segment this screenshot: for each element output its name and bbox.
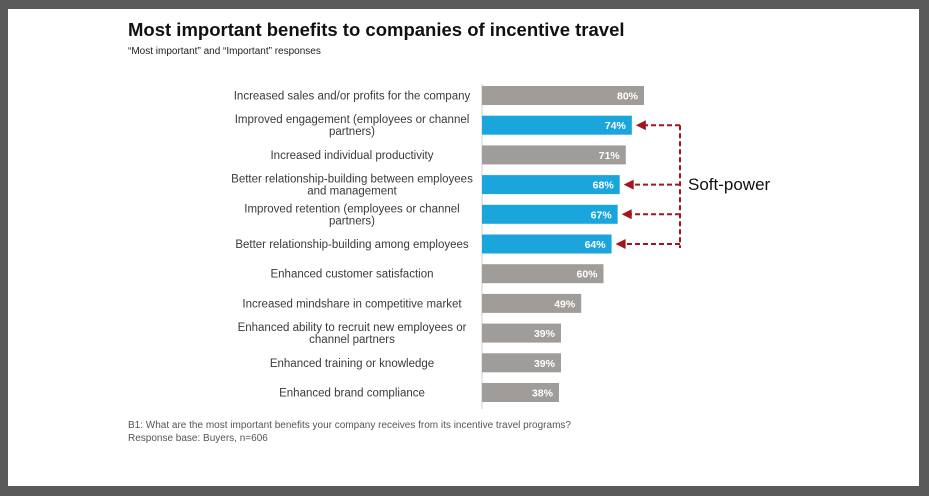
arrow-head-4 [615, 239, 626, 249]
chart-title: Most important benefits to companies of … [128, 19, 625, 40]
bar-5 [482, 204, 618, 224]
arrow-head-3 [621, 209, 632, 220]
bar-value-label-7: 60% [576, 269, 598, 281]
category-label-1: Increased sales and/or profits for the c… [234, 91, 471, 103]
arrow-head-1 [635, 120, 646, 131]
bar-3 [482, 145, 626, 165]
category-label-7: Enhanced customer satisfaction [270, 269, 433, 281]
bar-10 [482, 353, 561, 373]
bar-1 [482, 86, 644, 105]
category-labels-group: Increased sales and/or profits for the c… [231, 91, 473, 400]
category-label-11: Enhanced brand compliance [279, 388, 425, 400]
category-label-6: Better relationship-building among emplo… [235, 239, 469, 251]
footnote-response-base: Response base: Buyers, n=606 [128, 433, 268, 444]
bar-value-label-1: 80% [617, 91, 639, 103]
bar-value-label-4: 68% [593, 180, 615, 192]
bar-11 [482, 383, 559, 402]
category-label-2: Improved engagement (employees or channe… [235, 114, 470, 138]
soft-power-annotation: Soft-power [688, 175, 771, 194]
bar-value-label-5: 67% [591, 209, 613, 221]
bar-6 [482, 234, 612, 254]
category-label-4: Better relationship-building between emp… [231, 174, 473, 198]
bar-value-label-8: 49% [554, 298, 576, 310]
bar-value-label-6: 64% [585, 239, 607, 251]
bar-8 [482, 293, 582, 313]
chart-frame [8, 9, 919, 486]
category-label-10: Enhanced training or knowledge [270, 358, 434, 370]
footnote-question: B1: What are the most important benefits… [128, 420, 571, 431]
bar-value-label-3: 71% [599, 150, 621, 162]
bar-7 [482, 264, 604, 284]
category-label-5: Improved retention (employees or channel… [244, 203, 459, 227]
bar-4 [482, 175, 620, 195]
soft-power-arrows [615, 120, 681, 249]
bar-value-label-11: 38% [532, 388, 554, 400]
category-label-8: Increased mindshare in competitive marke… [242, 298, 462, 310]
bars-group: 80% 74% 71% 68% 67% 64% 60% 49% 39% 39% 38% [482, 86, 644, 402]
category-label-9: Enhanced ability to recruit new employee… [238, 322, 467, 346]
bar-value-label-2: 74% [605, 120, 627, 132]
bar-9 [482, 323, 561, 343]
bar-2 [482, 115, 632, 135]
arrow-head-2 [623, 179, 634, 190]
chart-subtitle: “Most important” and “Important” respons… [128, 46, 321, 57]
bar-value-label-9: 39% [534, 328, 556, 340]
bar-value-label-10: 39% [534, 358, 556, 370]
footnote: B1: What are the most important benefits… [128, 419, 571, 445]
category-label-3: Increased individual productivity [270, 150, 433, 162]
